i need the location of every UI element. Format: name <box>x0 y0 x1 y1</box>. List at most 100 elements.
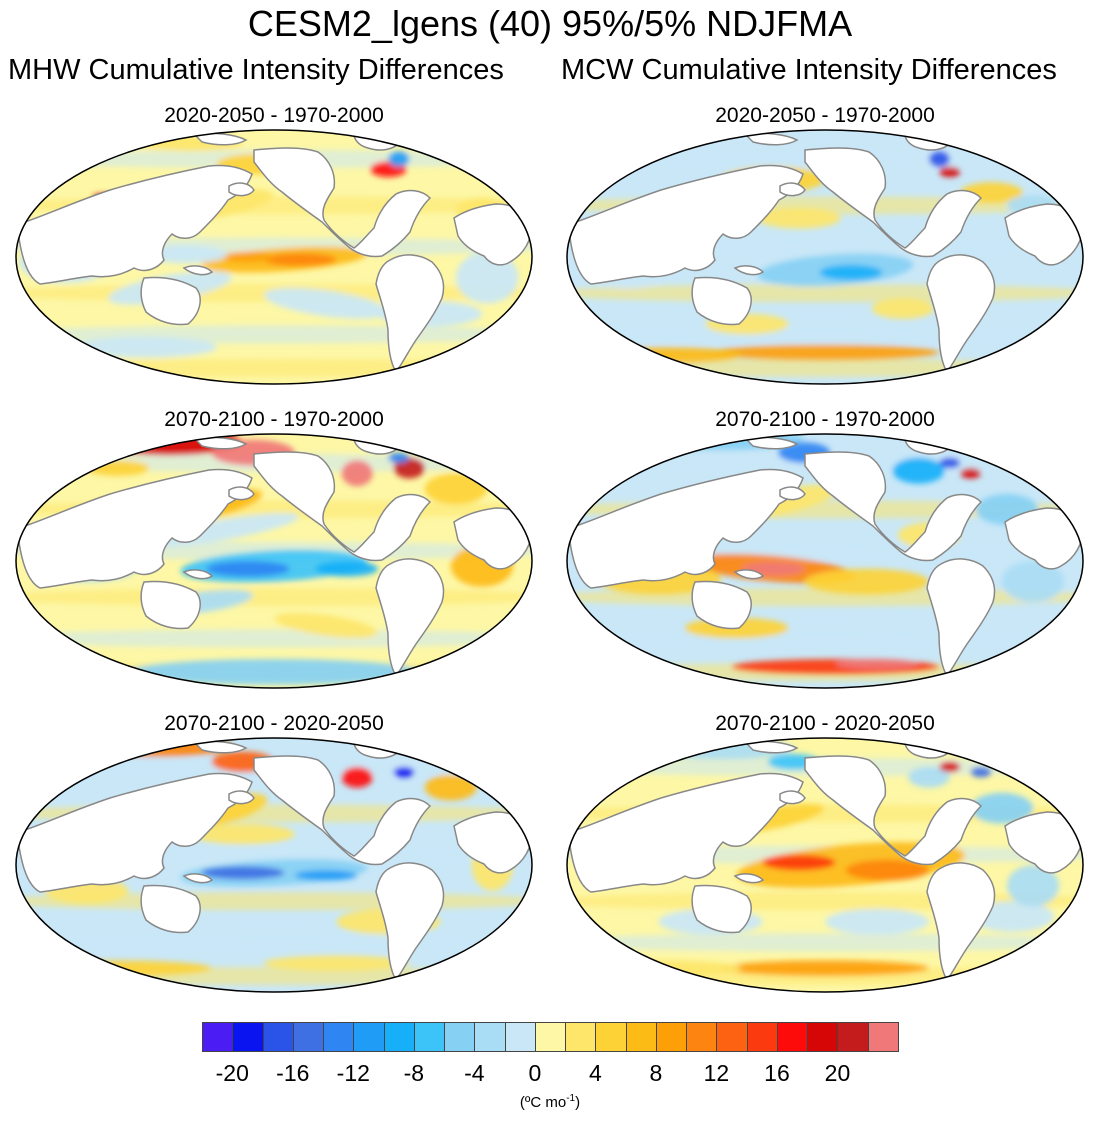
land-mass <box>779 486 806 501</box>
colorbar-swatch <box>625 1022 657 1052</box>
map-svg <box>15 433 533 689</box>
land-mass <box>569 468 804 589</box>
colorbar-swatch <box>413 1022 446 1052</box>
colorbar-swatch <box>534 1022 567 1052</box>
colorbar-swatch <box>837 1022 869 1052</box>
land-mass <box>956 135 987 148</box>
colorbar-tick-label: 0 <box>528 1060 542 1086</box>
land-mass <box>453 507 532 570</box>
colorbar-tick-label: -8 <box>403 1060 425 1086</box>
land-mass <box>691 276 752 326</box>
colorbar-swatch <box>262 1022 294 1052</box>
units-close: ) <box>575 1094 581 1111</box>
panel-title-mcw-2: 2070-2100 - 1970-2000 <box>715 408 935 431</box>
colorbar-swatch <box>776 1022 809 1052</box>
land-mass <box>956 743 987 756</box>
land-mass <box>140 884 201 934</box>
map-frame <box>566 737 1084 993</box>
colorbar-tick-label: -4 <box>464 1060 485 1086</box>
units-superscript: -1 <box>566 1093 576 1104</box>
map-panel-mcw-2070-minus-2020 <box>565 736 1085 994</box>
land-mass <box>405 439 436 452</box>
map-frame <box>566 129 1084 385</box>
land-mass <box>691 884 752 934</box>
land-mass <box>405 135 436 148</box>
colorbar-swatch <box>746 1022 778 1052</box>
colorbar-swatch <box>323 1022 355 1052</box>
land-mass <box>1004 507 1083 570</box>
colorbar-tick-label: 8 <box>649 1060 663 1086</box>
panel-title-mhw-3: 2070-2100 - 2020-2050 <box>164 712 384 735</box>
colorbar-tick-label: 16 <box>764 1060 790 1086</box>
map-svg <box>15 737 533 993</box>
land-mass <box>779 790 806 805</box>
colorbar-units-label: (ºC mo-1) <box>0 1093 1100 1111</box>
colorbar-tick-label: -16 <box>276 1060 310 1086</box>
land-mass <box>804 755 983 866</box>
land-mass <box>140 276 201 326</box>
land-mass <box>804 147 983 258</box>
colorbar-swatch <box>383 1022 415 1052</box>
panel-title-mcw-1: 2020-2050 - 1970-2000 <box>715 104 935 127</box>
map-panel-mhw-2020-2050 <box>14 128 534 386</box>
colorbar-swatch <box>716 1022 748 1052</box>
units-open: ( <box>519 1094 525 1111</box>
colorbar-swatch <box>202 1022 234 1052</box>
map-svg <box>566 737 1084 993</box>
land-mass <box>140 580 201 630</box>
colorbar-swatch <box>867 1022 899 1052</box>
panel-title-mhw-2: 2070-2100 - 1970-2000 <box>164 408 384 431</box>
land-mass <box>1004 203 1083 266</box>
colorbar-tick-label: -20 <box>215 1060 249 1086</box>
colorbar-swatch <box>504 1022 536 1052</box>
colorbar-tick-label: 12 <box>703 1060 730 1086</box>
mcw-column-title: MCW Cumulative Intensity Differences <box>561 54 1057 86</box>
panel-title-mhw-1: 2020-2050 - 1970-2000 <box>164 104 384 127</box>
colorbar-swatch <box>807 1022 839 1052</box>
land-mass <box>779 182 806 197</box>
map-panel-mhw-2070-2100 <box>14 432 534 690</box>
land-mass <box>253 755 432 866</box>
map-frame <box>15 433 533 689</box>
land-mass <box>18 772 253 893</box>
land-mass <box>733 265 765 276</box>
colorbar <box>202 1022 899 1052</box>
colorbar-swatch <box>444 1022 476 1052</box>
land-mass <box>253 147 432 258</box>
land-mass <box>182 569 214 580</box>
colorbar-tick-label: -12 <box>336 1060 370 1086</box>
land-mass <box>1004 811 1083 874</box>
land-mass <box>253 451 432 562</box>
colorbar-swatch <box>474 1022 506 1052</box>
land-mass <box>733 873 765 884</box>
land-mass <box>453 811 532 874</box>
colorbar-swatch <box>655 1022 688 1052</box>
land-mass <box>956 439 987 452</box>
colorbar-tick-label: 4 <box>588 1060 602 1086</box>
land-mass <box>228 182 255 197</box>
land-mass <box>375 862 445 982</box>
land-mass <box>733 569 765 580</box>
land-mass <box>405 743 436 756</box>
colorbar-tick-label: 20 <box>824 1060 851 1086</box>
map-svg <box>566 433 1084 689</box>
land-mass <box>453 203 532 266</box>
map-panel-mcw-2070-2100 <box>565 432 1085 690</box>
land-mass <box>375 558 445 678</box>
units-degree: º <box>524 1094 531 1111</box>
land-mass <box>569 164 804 285</box>
land-mass <box>926 558 996 678</box>
map-panel-mhw-2070-minus-2020 <box>14 736 534 994</box>
colorbar-swatch <box>232 1022 264 1052</box>
map-panel-mcw-2020-2050 <box>565 128 1085 386</box>
colorbar-swatch <box>353 1022 385 1052</box>
land-mass <box>228 486 255 501</box>
mhw-column-title: MHW Cumulative Intensity Differences <box>8 54 504 86</box>
land-mass <box>926 862 996 982</box>
units-unit: C mo <box>530 1094 567 1111</box>
map-frame <box>15 129 533 385</box>
colorbar-swatch <box>565 1022 597 1052</box>
land-mass <box>926 254 996 374</box>
land-mass <box>804 451 983 562</box>
map-svg <box>566 129 1084 385</box>
